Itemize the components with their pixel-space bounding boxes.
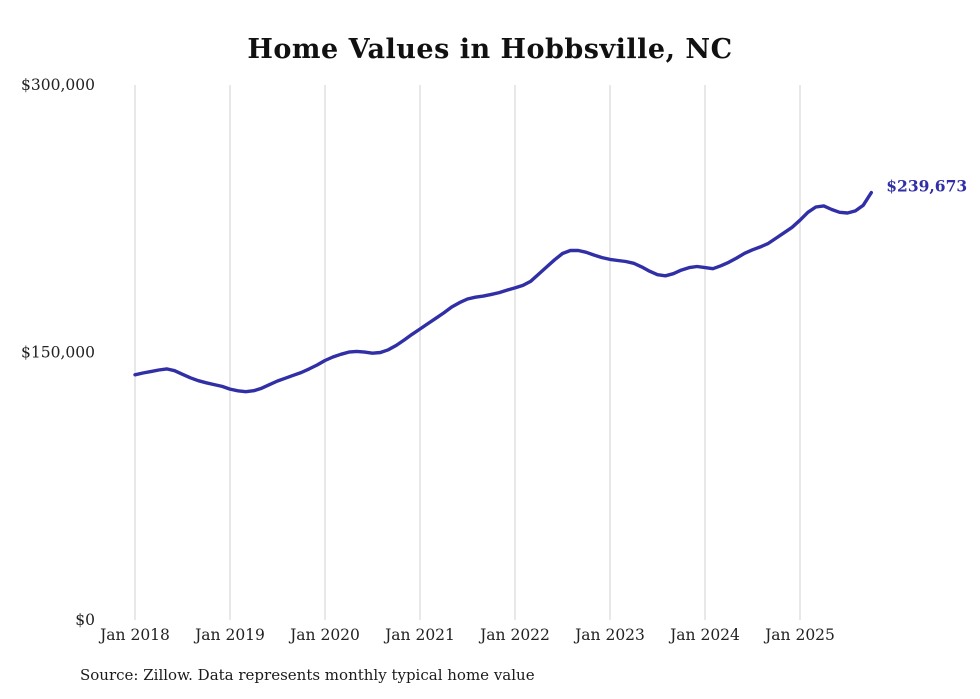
y-tick-label: $300,000: [21, 76, 95, 94]
x-tick-label: Jan 2023: [573, 626, 645, 644]
x-tick-label: Jan 2018: [98, 626, 170, 644]
end-value-label: $239,673: [886, 177, 967, 196]
x-tick-label: Jan 2020: [288, 626, 360, 644]
x-tick-label: Jan 2024: [668, 626, 740, 644]
x-tick-label: Jan 2022: [478, 626, 550, 644]
home-value-line-series: [133, 190, 873, 394]
x-axis-labels: Jan 2018 Jan 2019 Jan 2020 Jan 2021 Jan 2022…: [98, 626, 835, 644]
gridlines-group: [134, 85, 801, 620]
x-tick-label: Jan 2021: [383, 626, 455, 644]
y-tick-label: $150,000: [21, 344, 95, 362]
y-axis-labels: $0 $150,000 $300,000: [21, 76, 95, 629]
x-tick-label: Jan 2019: [193, 626, 265, 644]
source-note: Source: Zillow. Data represents monthly …: [80, 666, 535, 684]
chart-title: Home Values in Hobbsville, NC: [247, 34, 733, 65]
x-tick-label: Jan 2025: [763, 626, 835, 644]
y-tick-label: $0: [75, 611, 95, 629]
